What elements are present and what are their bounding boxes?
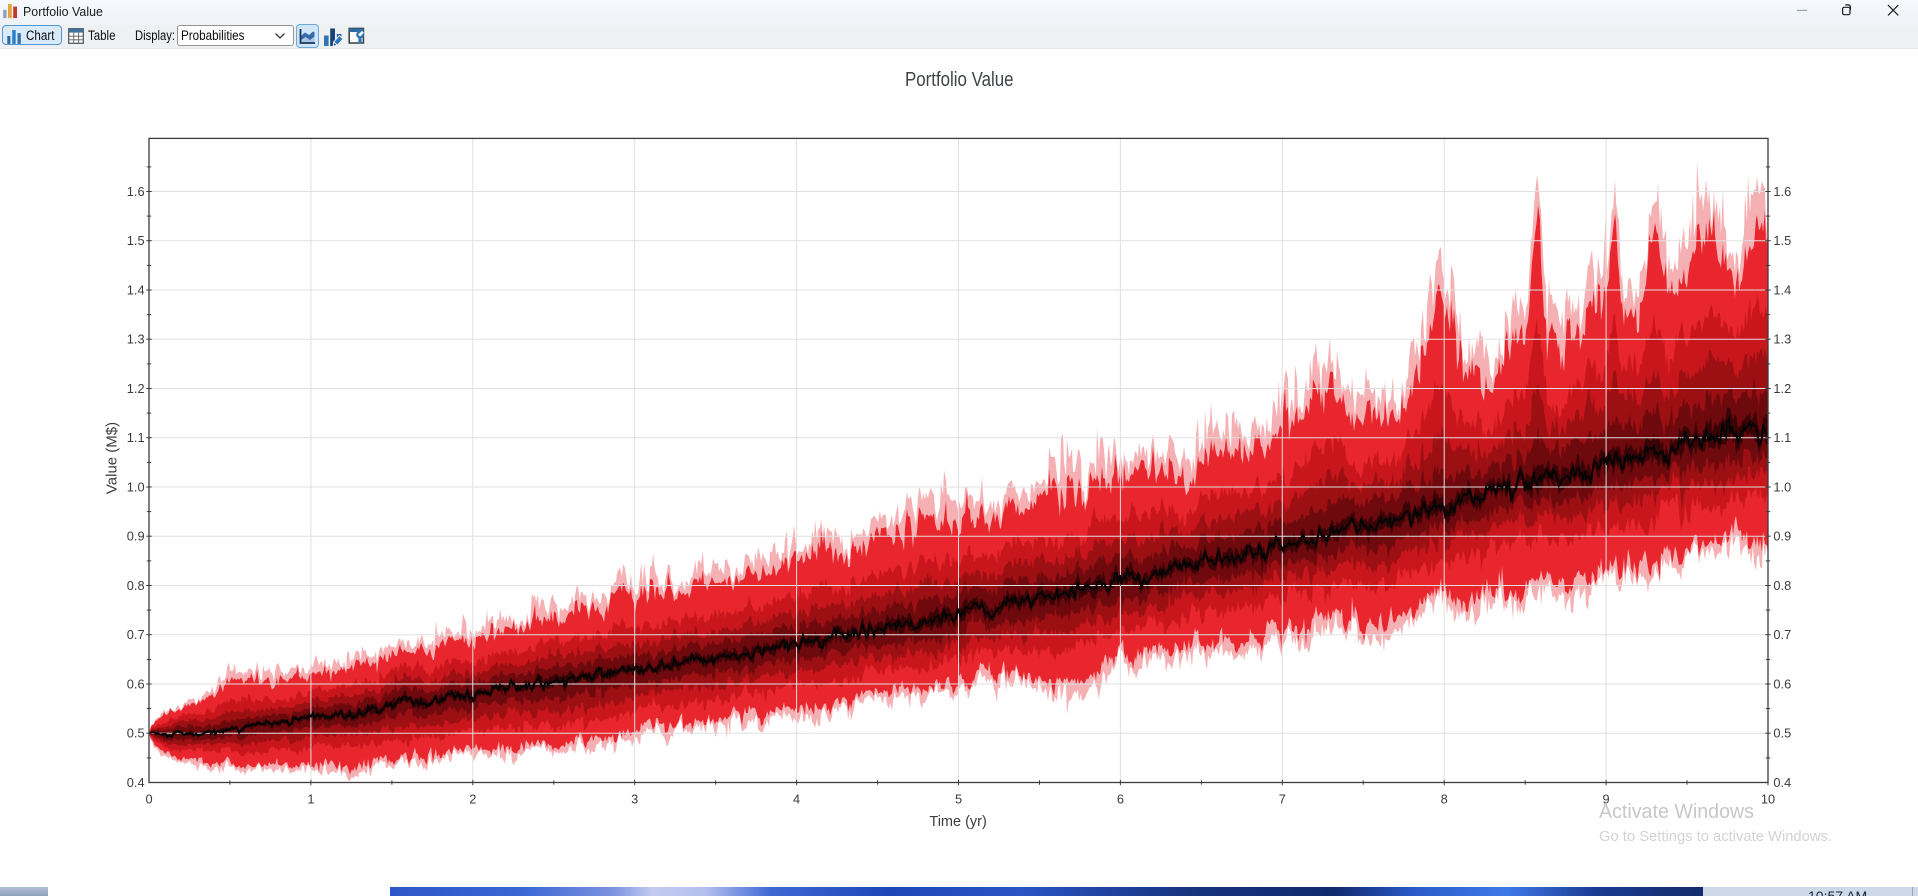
svg-text:1.3: 1.3 (127, 332, 145, 347)
svg-text:0.5: 0.5 (1773, 726, 1791, 741)
svg-text:1.0: 1.0 (127, 479, 145, 494)
svg-text:0.6: 0.6 (127, 676, 145, 691)
svg-text:8: 8 (1441, 791, 1448, 806)
svg-text:4: 4 (793, 791, 800, 806)
svg-text:5: 5 (955, 791, 962, 806)
svg-text:2: 2 (469, 791, 476, 806)
svg-text:1.6: 1.6 (127, 184, 145, 199)
svg-text:1.1: 1.1 (127, 430, 145, 445)
svg-text:1.5: 1.5 (1773, 233, 1791, 248)
svg-text:0.4: 0.4 (1773, 775, 1791, 790)
svg-text:0.7: 0.7 (127, 627, 145, 642)
svg-text:1.5: 1.5 (127, 233, 145, 248)
svg-text:1.1: 1.1 (1773, 430, 1791, 445)
svg-text:1.4: 1.4 (127, 282, 145, 297)
svg-text:9: 9 (1603, 791, 1610, 806)
svg-text:1.3: 1.3 (1773, 332, 1791, 347)
svg-text:1.2: 1.2 (127, 381, 145, 396)
svg-text:10: 10 (1761, 791, 1775, 806)
svg-text:0.8: 0.8 (1773, 578, 1791, 593)
svg-text:0: 0 (145, 791, 152, 806)
svg-text:1: 1 (307, 791, 314, 806)
svg-text:0.5: 0.5 (127, 726, 145, 741)
svg-text:0.4: 0.4 (127, 775, 145, 790)
svg-text:0.6: 0.6 (1773, 676, 1791, 691)
svg-text:0.9: 0.9 (127, 529, 145, 544)
svg-text:7: 7 (1279, 791, 1286, 806)
svg-text:1.4: 1.4 (1773, 282, 1791, 297)
svg-text:1.2: 1.2 (1773, 381, 1791, 396)
svg-text:6: 6 (1117, 791, 1124, 806)
svg-text:1.6: 1.6 (1773, 184, 1791, 199)
svg-text:3: 3 (631, 791, 638, 806)
svg-text:0.8: 0.8 (127, 578, 145, 593)
svg-text:0.7: 0.7 (1773, 627, 1791, 642)
svg-text:1.0: 1.0 (1773, 479, 1791, 494)
svg-text:0.9: 0.9 (1773, 529, 1791, 544)
